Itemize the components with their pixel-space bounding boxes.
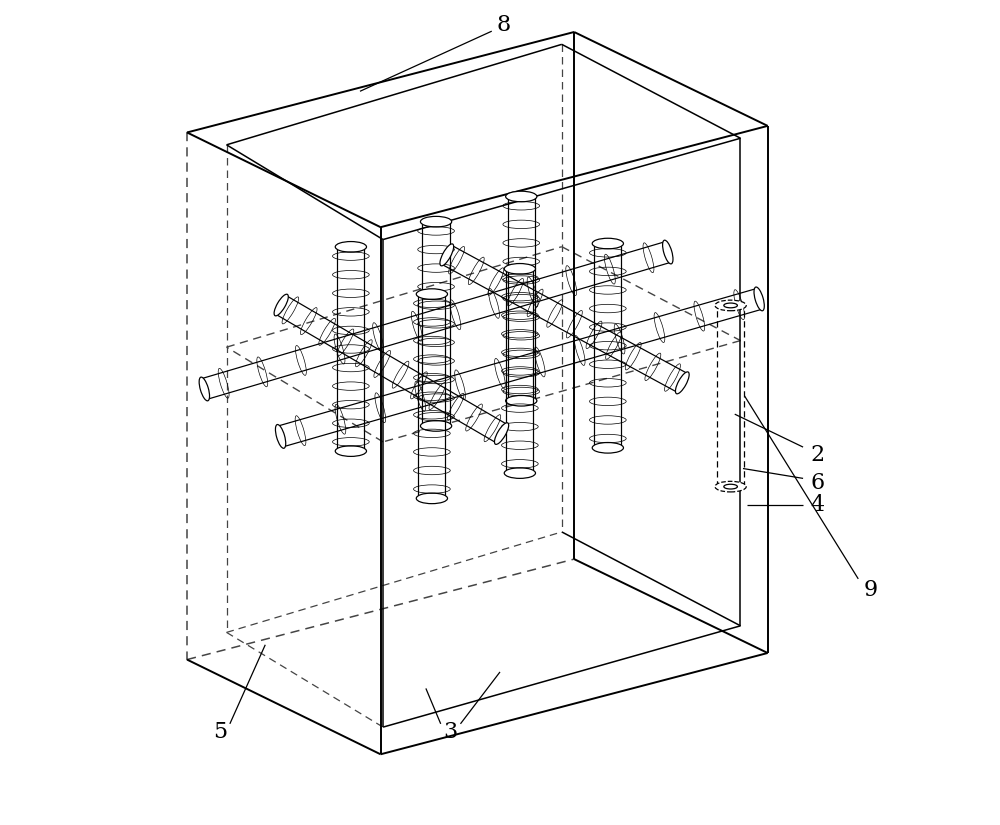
Text: 5: 5 — [213, 721, 227, 743]
Text: 2: 2 — [810, 445, 824, 466]
Ellipse shape — [754, 287, 764, 311]
Ellipse shape — [663, 240, 673, 264]
Ellipse shape — [675, 372, 689, 394]
Ellipse shape — [416, 493, 448, 503]
Ellipse shape — [335, 446, 367, 456]
Text: 9: 9 — [864, 578, 878, 601]
Text: 4: 4 — [810, 493, 824, 516]
Ellipse shape — [420, 421, 452, 431]
Ellipse shape — [715, 481, 746, 492]
Ellipse shape — [715, 300, 746, 311]
Ellipse shape — [199, 377, 210, 401]
Ellipse shape — [440, 244, 454, 266]
Ellipse shape — [420, 216, 452, 227]
Text: 8: 8 — [497, 14, 511, 36]
Ellipse shape — [592, 238, 623, 249]
Ellipse shape — [275, 425, 286, 448]
Text: 6: 6 — [810, 472, 824, 493]
Ellipse shape — [504, 263, 535, 274]
Ellipse shape — [504, 468, 535, 478]
Ellipse shape — [335, 242, 367, 252]
Ellipse shape — [506, 395, 537, 406]
Text: 3: 3 — [443, 721, 458, 743]
Ellipse shape — [274, 295, 288, 316]
Ellipse shape — [494, 422, 509, 445]
Ellipse shape — [506, 191, 537, 202]
Ellipse shape — [416, 289, 448, 299]
Ellipse shape — [592, 442, 623, 453]
